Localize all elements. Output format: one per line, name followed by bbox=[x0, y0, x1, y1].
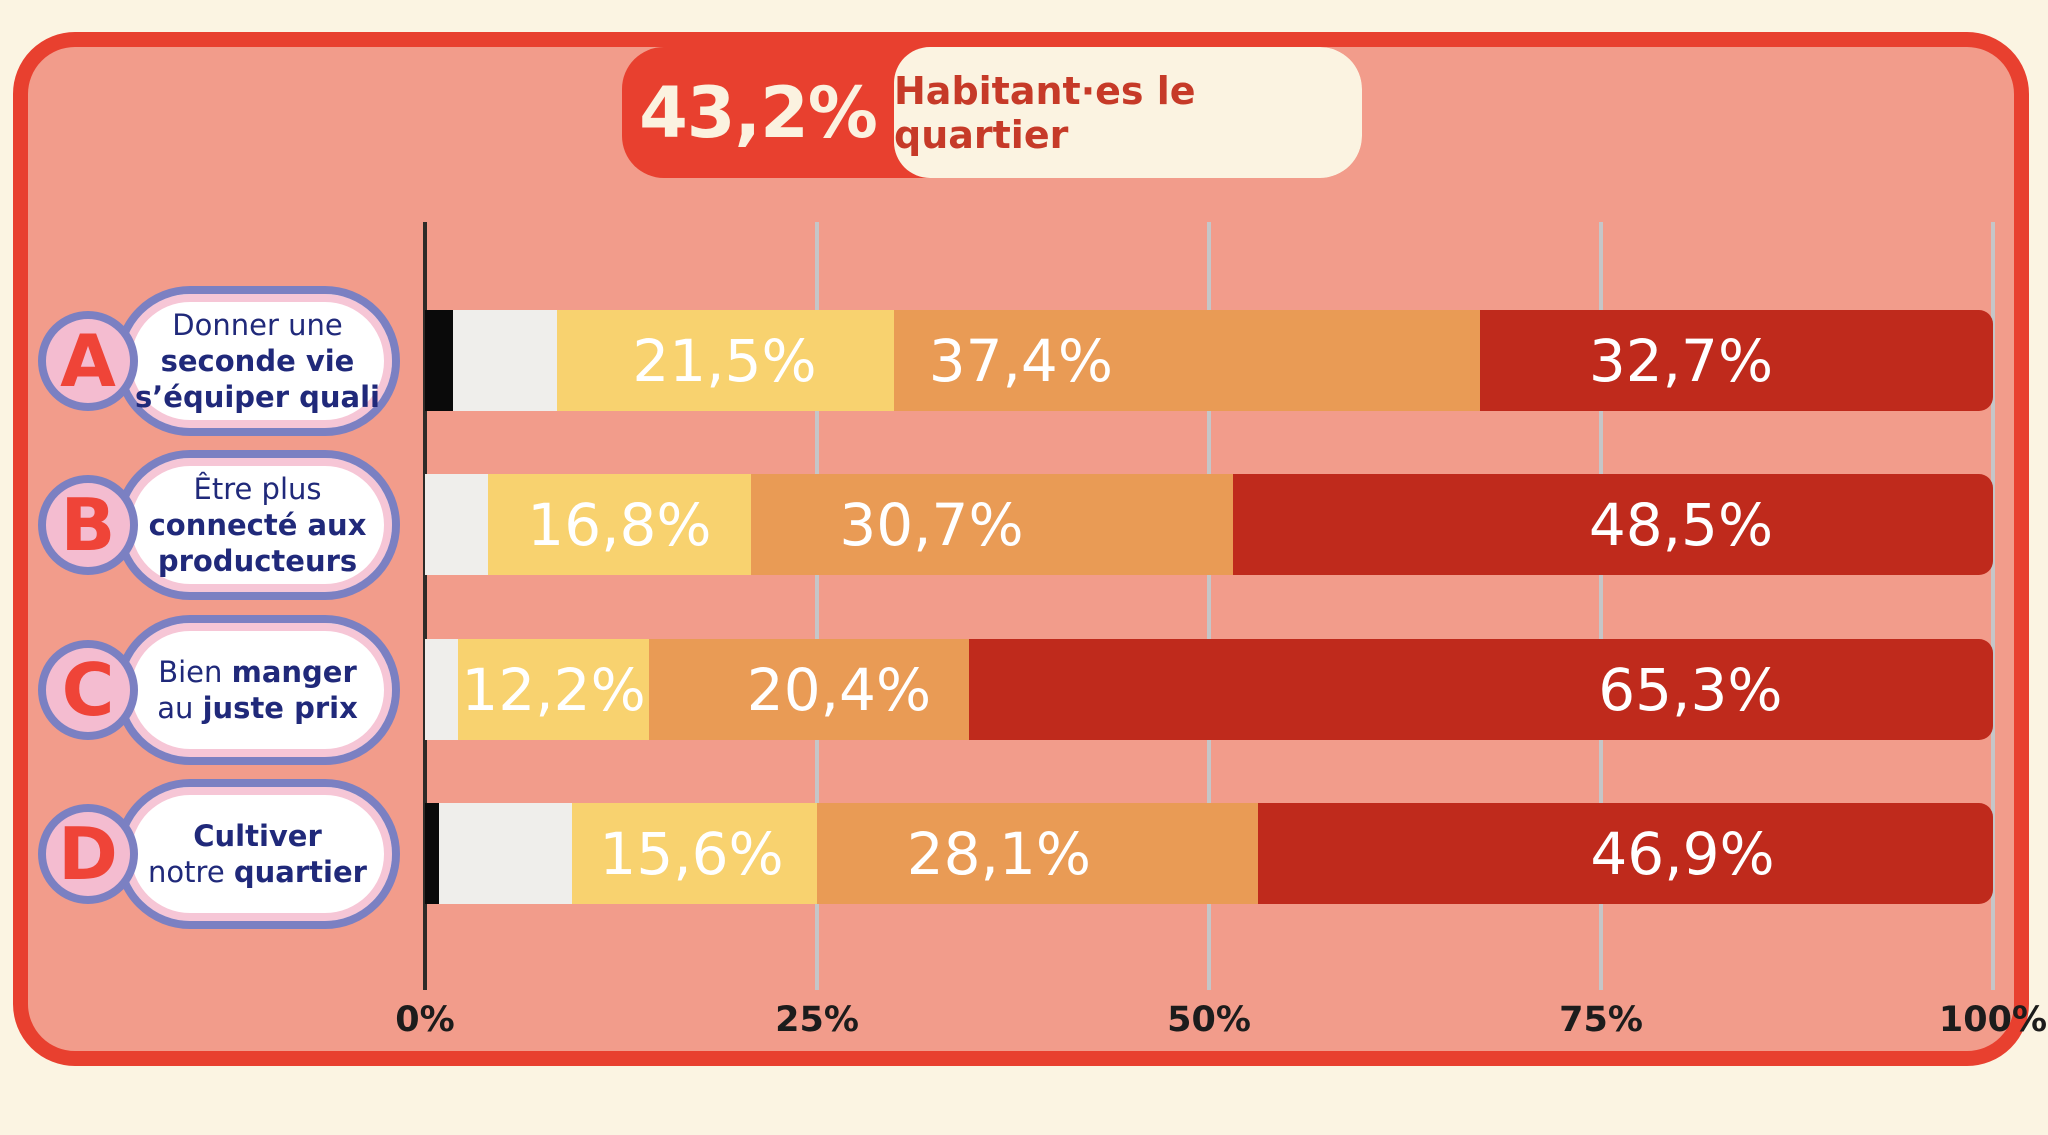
bar-segment-B-orange bbox=[751, 474, 1233, 575]
category-pill-D: Cultiver notre quartier bbox=[115, 778, 400, 929]
bar-segment-label-C-yellow: 12,2% bbox=[461, 655, 646, 724]
category-pill-C: Bien manger au juste prix bbox=[115, 614, 400, 765]
bar-segment-label-A-yellow: 21,5% bbox=[632, 326, 817, 395]
category-letter-D: D bbox=[38, 803, 138, 904]
bar-segment-A-red bbox=[1480, 310, 1993, 411]
category-pill-line: au juste prix bbox=[157, 690, 358, 725]
category-pill-line: Bien manger bbox=[158, 654, 357, 689]
plot-area: 21,5% 37,4% 32,7% 16,8% 30,7% 48,5% 12,2% 20,4%… bbox=[423, 222, 1995, 990]
category-pill-line: seconde vie bbox=[160, 343, 355, 378]
title-badge-label: Habitant·es le quartier bbox=[894, 47, 1362, 178]
gridline-50 bbox=[1207, 222, 1211, 990]
bar-segment-C-red bbox=[969, 639, 1993, 740]
bar-segment-label-D-yellow: 15,6% bbox=[599, 819, 784, 888]
bar-segment-B-white bbox=[425, 474, 488, 575]
axis-tick-label-75: 75% bbox=[1559, 1000, 1643, 1040]
bar-segment-label-C-red: 65,3% bbox=[1598, 655, 1783, 724]
category-letter-A: A bbox=[38, 310, 138, 411]
bar-segment-label-C-orange: 20,4% bbox=[746, 655, 932, 724]
bar-segment-D-yellow bbox=[572, 803, 817, 904]
bar-segment-C-orange bbox=[649, 639, 970, 740]
bar-row-D bbox=[425, 803, 1993, 904]
bar-segment-label-D-orange: 28,1% bbox=[906, 819, 1092, 888]
bar-segment-label-B-red: 48,5% bbox=[1588, 490, 1774, 559]
bar-segment-D-black bbox=[425, 803, 440, 904]
bar-segment-A-yellow bbox=[556, 310, 894, 411]
gridline-25 bbox=[815, 222, 819, 990]
bar-segment-C-yellow bbox=[457, 639, 650, 740]
bar-segment-label-A-orange: 37,4% bbox=[928, 326, 1113, 395]
bar-segment-A-black bbox=[425, 310, 454, 411]
bar-segment-B-red bbox=[1232, 474, 1993, 575]
category-pill-line: Cultiver bbox=[193, 818, 322, 853]
axis-tick-label-50: 50% bbox=[1167, 1000, 1251, 1040]
bar-segment-label-A-red: 32,7% bbox=[1588, 326, 1774, 395]
bar-segment-A-white bbox=[453, 310, 557, 411]
bar-row-A bbox=[425, 310, 1993, 411]
axis-tick-label-100: 100% bbox=[1938, 1000, 2048, 1040]
category-letter-B: B bbox=[38, 474, 138, 575]
gridline-0 bbox=[423, 222, 427, 990]
bar-segment-label-B-yellow: 16,8% bbox=[527, 490, 712, 559]
bar-row-B bbox=[425, 474, 1993, 575]
title-badge-value: 43,2% bbox=[639, 71, 878, 154]
bar-segment-label-B-orange: 30,7% bbox=[839, 490, 1024, 559]
category-pill-line: Être plus bbox=[193, 471, 322, 506]
category-pill-line: notre quartier bbox=[148, 854, 367, 889]
category-pill-line: connecté aux bbox=[148, 507, 367, 542]
category-pill-line: Donner une bbox=[172, 307, 343, 342]
bar-segment-B-yellow bbox=[487, 474, 752, 575]
category-pill-B: Être plus connecté aux producteurs bbox=[115, 449, 400, 600]
bar-segment-D-red bbox=[1257, 803, 1993, 904]
axis-tick-label-0: 0% bbox=[395, 1000, 455, 1040]
gridline-75 bbox=[1599, 222, 1603, 990]
title-badge: 43,2% Habitant·es le quartier bbox=[622, 47, 1362, 178]
category-letter-C: C bbox=[38, 639, 138, 740]
bar-row-C bbox=[425, 639, 1993, 740]
bar-segment-A-orange bbox=[893, 310, 1481, 411]
bar-segment-D-white bbox=[439, 803, 573, 904]
bar-segment-D-orange bbox=[816, 803, 1258, 904]
bar-segment-C-white bbox=[425, 639, 458, 740]
axis-tick-label-25: 25% bbox=[775, 1000, 859, 1040]
gridline-100 bbox=[1991, 222, 1995, 990]
bar-segment-label-D-red: 46,9% bbox=[1590, 819, 1775, 888]
category-pill-A: Donner une seconde vie s’équiper quali bbox=[115, 285, 400, 436]
category-pill-line: s’équiper quali bbox=[135, 379, 380, 414]
category-pill-line: producteurs bbox=[157, 543, 358, 578]
